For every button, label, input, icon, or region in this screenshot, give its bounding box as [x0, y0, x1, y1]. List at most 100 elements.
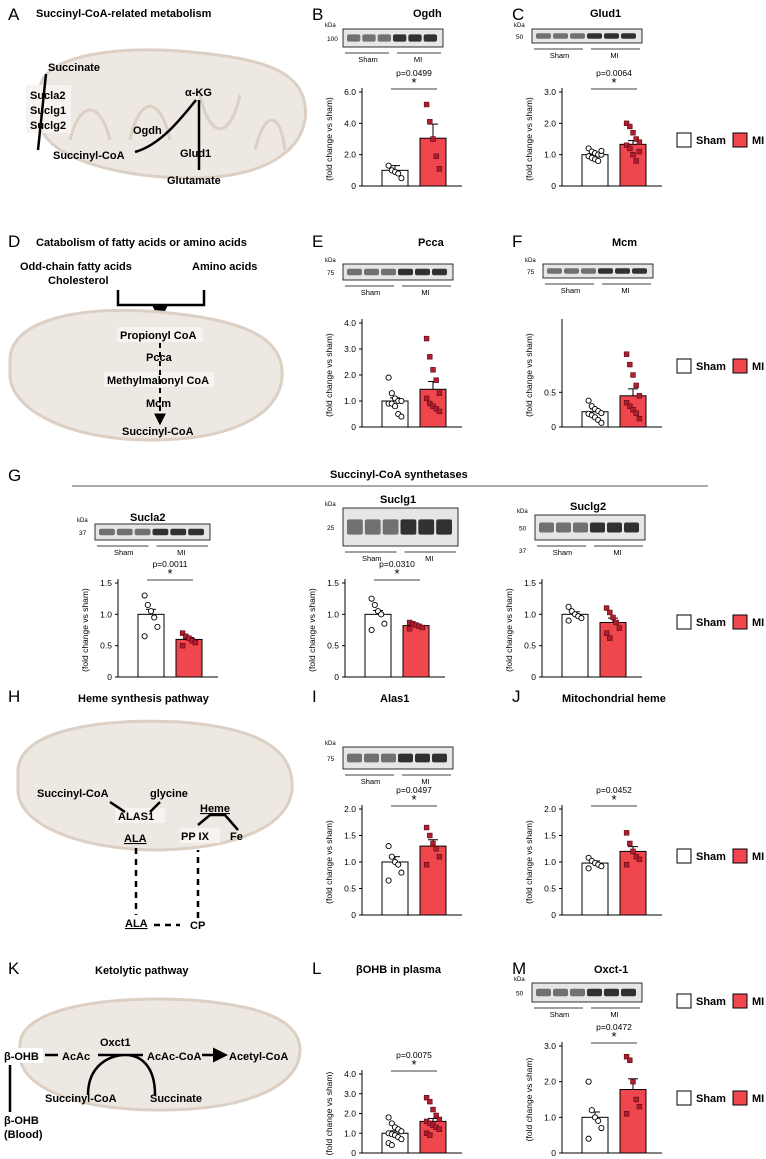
kda-label: kDa: [525, 258, 536, 264]
data-point-mi: [627, 840, 633, 847]
y-tick-label: 3.0: [544, 1041, 556, 1051]
bar-sham: [561, 613, 589, 678]
p-value: p=0.0497: [396, 785, 432, 795]
metabolite-fe: Fe: [230, 831, 243, 843]
data-point-sham: [388, 1142, 395, 1149]
chart-title: Glud1: [590, 8, 621, 20]
data-point-mi: [636, 856, 643, 863]
blot-band: [564, 268, 579, 274]
p-value: p=0.0064: [596, 68, 632, 78]
metabolite-acac: AcAc: [62, 1051, 90, 1063]
legend-swatch-sham: [676, 848, 692, 864]
enzyme-suclg1: Suclg1: [30, 105, 66, 117]
p-value: p=0.0499: [396, 68, 432, 78]
blot-band: [621, 988, 636, 997]
blot-label-mi: MI: [425, 554, 433, 563]
data-point-mi: [433, 846, 439, 852]
bar-sham: [581, 862, 609, 916]
chart-e: Pcca kDa 75 Sham MI 0 1.0 2.0 3.0 4.0 (fold change…: [324, 237, 462, 432]
blot-band: [188, 528, 204, 536]
blot-label-sham: Sham: [362, 554, 382, 563]
data-point-sham: [595, 157, 602, 164]
y-tick-label: 0: [351, 181, 356, 191]
data-point-mi: [633, 382, 639, 389]
kda-marker: 37: [79, 530, 87, 537]
y-tick-label: 0: [551, 1148, 556, 1158]
legend: Sham MI: [676, 848, 764, 864]
legend-swatch-mi: [732, 358, 748, 374]
enzyme-oxct1: Oxct1: [100, 1037, 131, 1049]
legend-swatch-sham: [676, 1090, 692, 1106]
kda-label: kDa: [517, 509, 528, 515]
blot-band: [347, 753, 362, 763]
ketolytic-lines: [8, 1053, 157, 1112]
data-point-sham: [398, 397, 405, 405]
metabolite-ala-mito: ALA: [124, 833, 147, 845]
heme-lines: [109, 800, 239, 831]
blot-band: [381, 268, 396, 276]
blot-band: [547, 268, 562, 274]
data-point-mi: [607, 609, 613, 616]
legend-label-mi: MI: [752, 851, 764, 863]
data-point-mi: [427, 354, 433, 360]
blot-band: [536, 33, 551, 39]
data-point-mi: [636, 148, 643, 155]
blot-label-mi: MI: [414, 55, 422, 64]
p-value: p=0.0472: [596, 1022, 632, 1032]
blot-band: [364, 753, 379, 763]
y-axis-label: (fold change vs sham): [504, 588, 514, 672]
data-point-mi: [616, 625, 623, 631]
p-value: p=0.0011: [152, 559, 187, 569]
blot-label-sham: Sham: [361, 777, 381, 786]
data-point-sham: [141, 633, 148, 640]
data-point-mi: [627, 1057, 633, 1063]
blot-band: [432, 268, 447, 276]
western-blot: kDa 37 Sham MI: [77, 518, 211, 557]
y-tick-label: 6.0: [344, 87, 356, 97]
data-point-mi: [427, 832, 433, 839]
blot-label-sham: Sham: [114, 548, 134, 557]
chart-g2: Suclg1 kDa 25 Sham MI 0 0.5 1.0 1.5 (fold change …: [307, 494, 459, 682]
legend: Sham MI: [676, 132, 764, 148]
data-point-mi: [427, 1098, 433, 1105]
data-point-mi: [630, 848, 636, 855]
blot-band: [539, 522, 554, 533]
data-point-mi: [623, 400, 630, 406]
y-tick-label: 0: [351, 910, 356, 920]
legend-label-sham: Sham: [696, 617, 726, 629]
data-point-mi: [610, 614, 616, 621]
blot-label-mi: MI: [421, 777, 429, 786]
enzyme-box-a: [26, 85, 71, 133]
metabolite-glutamate: Glutamate: [167, 175, 221, 187]
legend-swatch-sham: [676, 993, 692, 1009]
blot-band: [362, 34, 376, 42]
y-tick-label: 4.0: [344, 318, 356, 328]
data-point-mi: [436, 1126, 443, 1133]
data-point-sham: [598, 419, 605, 426]
kda-label: kDa: [514, 23, 525, 29]
blot-label-mi: MI: [613, 548, 621, 557]
y-tick-label: 1.5: [344, 831, 356, 841]
data-point-mi: [430, 136, 436, 142]
y-tick-label: 0.5: [544, 387, 556, 397]
blot-label-sham: Sham: [550, 51, 570, 60]
metabolite-cp: CP: [190, 920, 205, 932]
chart-i: Alas1 kDa 75 Sham MI 0 0.5 1.0 1.5 2.0 (fold chang…: [324, 693, 462, 920]
kda-label: kDa: [514, 977, 525, 983]
panel-g-title: Succinyl-CoA synthetases: [330, 469, 468, 481]
data-point-mi: [627, 403, 633, 409]
metabolite-bohb-blood: β-OHB: [4, 1115, 39, 1127]
panel-letters: A B C D E F G H I J K L M: [8, 5, 526, 978]
blot-band: [152, 528, 169, 536]
blot-band: [553, 988, 568, 997]
chart-f: Mcm kDa 75 Sham MI 0 0.5 (fold change vs sham) S…: [524, 237, 764, 432]
data-point-mi: [192, 639, 199, 646]
bar-mi: [402, 625, 430, 678]
y-tick-label: 0: [551, 181, 556, 191]
y-tick-label: 0.5: [344, 884, 356, 894]
legend: Sham MI: [676, 358, 764, 374]
western-blot: kDa 50 Sham MI: [514, 23, 643, 60]
blot-label-sham: Sham: [358, 55, 378, 64]
chart-title: βOHB in plasma: [356, 964, 442, 976]
